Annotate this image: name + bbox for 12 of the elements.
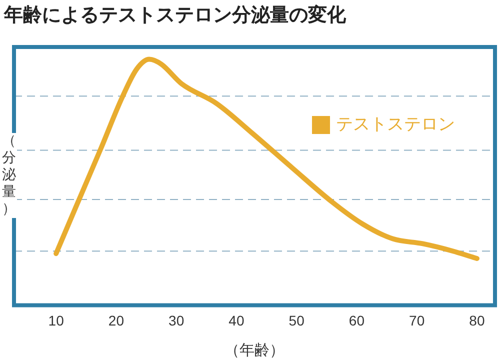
x-tick-label: 80 <box>469 312 485 328</box>
y-axis-title: （分泌量） <box>1 133 17 218</box>
x-tick-label: 30 <box>168 312 184 328</box>
x-tick-label: 70 <box>409 312 425 328</box>
chart-title: 年齢によるテストステロン分泌量の変化 <box>4 3 346 28</box>
legend-label: テストステロン <box>336 114 455 134</box>
x-tick-label: 20 <box>108 312 124 328</box>
x-axis-title: （年齢） <box>224 342 284 360</box>
x-tick-label: 10 <box>48 312 64 328</box>
x-tick-label: 50 <box>288 312 305 328</box>
x-tick-label: 40 <box>228 312 244 328</box>
x-tick-label: 60 <box>348 312 365 328</box>
